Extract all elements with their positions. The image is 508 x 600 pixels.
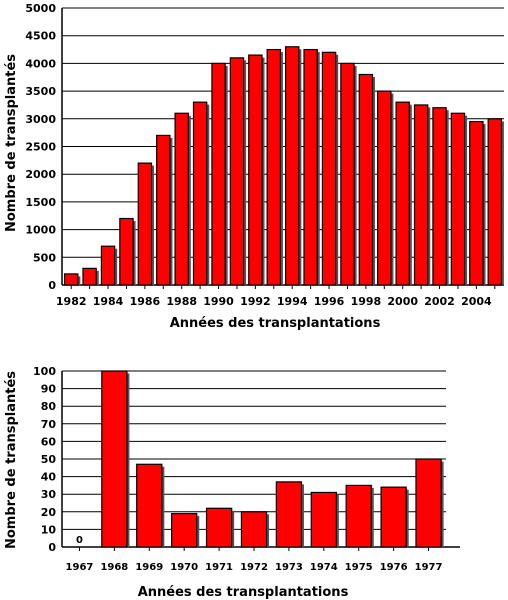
bar-1969 xyxy=(136,463,163,548)
x-tick-1996: 1996 xyxy=(314,295,345,308)
x-tick-1975: 1975 xyxy=(345,562,373,573)
c1-y-tick-label: 4000 xyxy=(25,57,56,70)
x-tick-2004: 2004 xyxy=(461,295,492,308)
x-tick-1992: 1992 xyxy=(240,295,271,308)
c1-y-tick-label: 3000 xyxy=(25,113,56,126)
x-tick-2002: 2002 xyxy=(424,295,455,308)
bar-2005 xyxy=(487,118,503,286)
bar-1982 xyxy=(63,273,79,286)
bar-2004 xyxy=(469,120,484,286)
chart2-bars xyxy=(101,370,444,548)
bar-1994 xyxy=(284,46,300,286)
c2-y-tick-label: 70 xyxy=(41,418,57,431)
transplants-chart-1982-2005: 0 500 1000 1500 2000 2500 3000 3500 4000 4500 5000… xyxy=(4,2,504,331)
c2-y-tick-label: 30 xyxy=(41,488,57,501)
bar-1971 xyxy=(205,507,233,548)
bar-1970 xyxy=(171,512,198,548)
bar-1987 xyxy=(156,134,171,286)
chart2-data-labels: 0 xyxy=(76,535,83,546)
c2-y-tick-label: 40 xyxy=(41,471,57,484)
c2-y-tick-label: 50 xyxy=(41,453,57,466)
x-tick-1970: 1970 xyxy=(170,562,198,573)
c2-y-tick-label: 90 xyxy=(41,383,57,396)
bar-1983 xyxy=(82,267,97,286)
x-tick-1994: 1994 xyxy=(277,295,308,308)
bar-1988 xyxy=(174,112,189,286)
bar-2001 xyxy=(413,104,429,286)
bar-1991 xyxy=(229,57,245,286)
bar-1993 xyxy=(266,48,282,286)
c1-y-tick-label: 1500 xyxy=(25,196,56,209)
c1-y-tick-label: 4500 xyxy=(25,30,56,43)
bar-1998 xyxy=(358,73,374,286)
x-tick-1976: 1976 xyxy=(380,562,408,573)
bar-1995 xyxy=(303,48,318,286)
chart2-x-tick-labels: 1967 1968 1969 1970 1971 1972 1973 1974 1975 1976… xyxy=(66,562,443,573)
bar-1973 xyxy=(275,481,303,548)
chart1-bars xyxy=(63,46,504,286)
x-tick-1982: 1982 xyxy=(56,295,87,308)
x-tick-1984: 1984 xyxy=(93,295,124,308)
bar-1990 xyxy=(211,62,226,286)
x-tick-1990: 1990 xyxy=(203,295,234,308)
c2-y-tick-label: 0 xyxy=(48,541,56,554)
bar-1976 xyxy=(380,486,407,548)
bar-2000 xyxy=(395,101,410,286)
bar-1975 xyxy=(345,484,372,548)
bar-1984 xyxy=(100,245,116,286)
bar-1968 xyxy=(101,370,128,548)
bar-1986 xyxy=(137,162,153,286)
x-tick-2000: 2000 xyxy=(387,295,418,308)
c1-y-tick-label: 5000 xyxy=(25,2,56,15)
chart2-y-tick-labels: 0 10 20 30 40 50 60 70 80 90 100 xyxy=(33,365,56,554)
chart1-y-tick-labels: 0 500 1000 1500 2000 2500 3000 3500 4000 4500 5000 xyxy=(25,2,56,292)
chart1-y-axis-title: Nombre de transplantés xyxy=(4,54,19,232)
chart2-y-axis-title: Nombre de transplantés xyxy=(4,371,19,549)
x-tick-1973: 1973 xyxy=(275,562,303,573)
x-tick-1974: 1974 xyxy=(310,562,338,573)
bar-2002 xyxy=(432,107,447,286)
bar-1999 xyxy=(377,90,392,286)
c2-y-tick-label: 100 xyxy=(33,365,56,378)
x-tick-1988: 1988 xyxy=(166,295,197,308)
bar-1972 xyxy=(240,511,268,548)
bar-2003 xyxy=(450,112,466,286)
c1-y-tick-label: 3500 xyxy=(25,85,56,98)
x-tick-1967: 1967 xyxy=(66,562,94,573)
data-label-1967: 0 xyxy=(76,535,83,546)
bar-1996 xyxy=(321,51,337,286)
c2-y-tick-label: 80 xyxy=(41,400,57,413)
c1-y-tick-label: 2500 xyxy=(25,141,56,154)
x-tick-1972: 1972 xyxy=(240,562,268,573)
bar-1974 xyxy=(310,491,337,548)
c1-y-tick-label: 500 xyxy=(33,251,56,264)
bar-1985 xyxy=(119,217,134,286)
bar-1997 xyxy=(340,62,355,286)
c2-y-tick-label: 60 xyxy=(41,435,57,448)
c1-y-tick-label: 1000 xyxy=(25,224,56,237)
chart1-gridlines xyxy=(61,7,504,289)
x-tick-1977: 1977 xyxy=(415,562,443,573)
x-tick-1969: 1969 xyxy=(135,562,163,573)
bar-1992 xyxy=(248,54,263,286)
x-tick-1971: 1971 xyxy=(205,562,233,573)
x-tick-1998: 1998 xyxy=(351,295,382,308)
chart2-x-axis-title: Années des transplantations xyxy=(138,585,349,600)
bar-1977 xyxy=(415,458,442,548)
c1-y-tick-label: 2000 xyxy=(25,168,56,181)
c2-y-tick-label: 20 xyxy=(41,506,57,519)
c1-y-tick-label: 0 xyxy=(48,279,56,292)
c2-y-tick-label: 10 xyxy=(41,523,57,536)
x-tick-1968: 1968 xyxy=(100,562,128,573)
chart1-x-axis-title: Années des transplantations xyxy=(170,316,381,331)
x-tick-1986: 1986 xyxy=(130,295,161,308)
chart1-x-tick-labels: 1982 1984 1986 1988 1990 1992 1994 1996 1998 2000… xyxy=(56,295,492,308)
bar-1989 xyxy=(192,101,208,286)
